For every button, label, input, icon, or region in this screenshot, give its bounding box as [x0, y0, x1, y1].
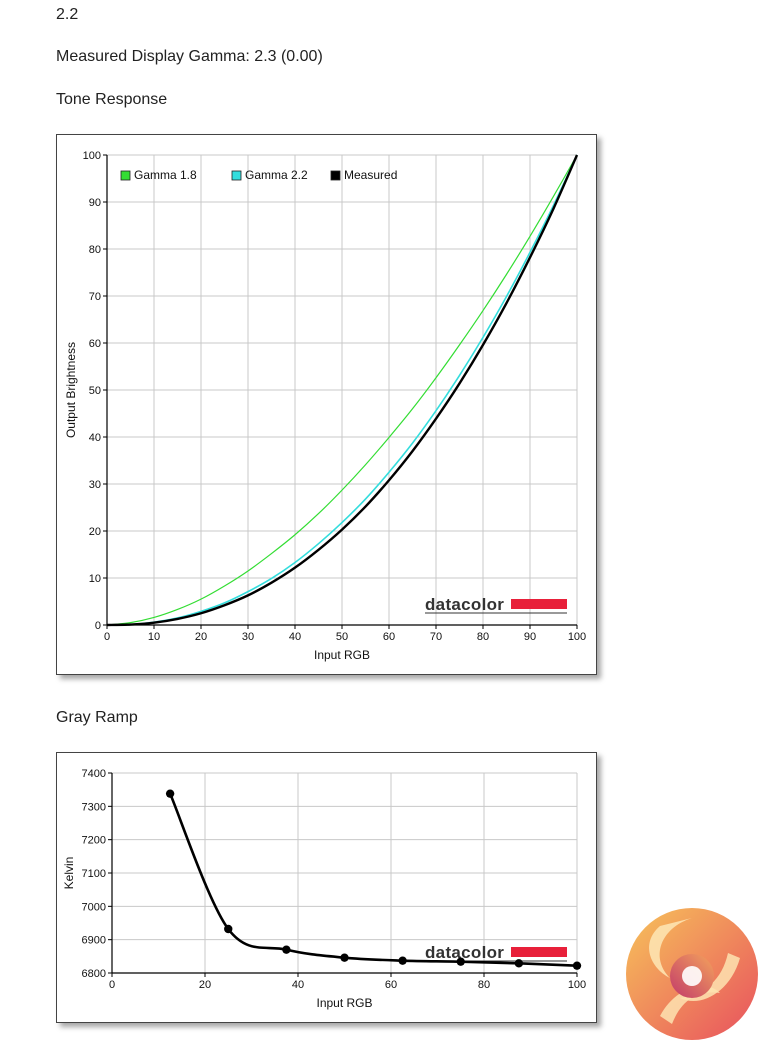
legend-swatch-0: [120, 170, 131, 181]
x-tick-label: 10: [148, 631, 160, 643]
datacolor-watermark-bar: [511, 947, 567, 957]
y-tick-label: 7000: [82, 901, 106, 913]
y-tick-label: 6900: [82, 935, 106, 947]
y-tick-label: 80: [89, 244, 101, 256]
datacolor-watermark: datacolor: [425, 943, 504, 962]
x-tick-label: 80: [478, 979, 490, 991]
legend-label-2: Measured: [344, 168, 397, 182]
y-tick-label: 20: [89, 526, 101, 538]
x-tick-label: 0: [109, 979, 115, 991]
y-tick-label: 60: [89, 338, 101, 350]
x-tick-label: 80: [477, 631, 489, 643]
legend-label-1: Gamma 2.2: [245, 168, 308, 182]
x-tick-label: 20: [195, 631, 207, 643]
y-tick-label: 7200: [82, 835, 106, 847]
x-tick-label: 70: [430, 631, 442, 643]
y-tick-label: 40: [89, 432, 101, 444]
tone-response-chart: 0 10 20 30 40 50 60 70 80 90 100 0 10 20 30 40 50 60 70 80 9…: [64, 150, 586, 662]
gray-ramp-point: [340, 953, 349, 962]
gray-ramp-point: [165, 789, 175, 798]
gray-ramp-point: [572, 961, 582, 970]
gray-ramp-chart: 0 20 40 60 80 100 6800 6900 7000 7100 7200 7300 7400…: [62, 768, 586, 1010]
y-tick-label: 7100: [82, 868, 106, 880]
x-tick-label: 40: [289, 631, 301, 643]
x-tick-label: 100: [568, 631, 586, 643]
gray-ramp-point: [224, 924, 233, 934]
x-tick-label: 30: [242, 631, 254, 643]
site-logo: [620, 898, 760, 1046]
x-tick-label: 50: [336, 631, 348, 643]
gray-ramp-point: [398, 956, 407, 965]
legend-label-0: Gamma 1.8: [134, 168, 197, 182]
gamma-target-value: 2.2: [56, 6, 79, 23]
gray-ramp-chart-frame: 0 20 40 60 80 100 6800 6900 7000 7100 7200 7300 7400…: [56, 752, 597, 1023]
x-tick-label: 60: [383, 631, 395, 643]
gray-ramp-point: [282, 945, 291, 954]
gray-ramp-heading: Gray Ramp: [56, 709, 138, 726]
y-tick-label: 70: [89, 291, 101, 303]
y-tick-label: 10: [89, 573, 101, 585]
x-tick-label: 60: [385, 979, 397, 991]
y-tick-label: 30: [89, 479, 101, 491]
measured-gamma-text: Measured Display Gamma: 2.3 (0.00): [56, 48, 323, 65]
y-tick-label: 50: [89, 385, 101, 397]
x-tick-label: 90: [524, 631, 536, 643]
gray-ramp-line: [168, 793, 578, 967]
x-tick-label: 0: [104, 631, 110, 643]
x-tick-label: 40: [292, 979, 304, 991]
y-tick-label: 0: [95, 620, 101, 632]
y-axis-label: Kelvin: [62, 857, 76, 890]
x-axis-label: Input RGB: [316, 996, 372, 1010]
y-axis-label: Output Brightness: [64, 342, 78, 438]
gray-ramp-point: [514, 959, 524, 968]
legend-swatch-1: [231, 170, 242, 181]
y-tick-label: 6800: [82, 968, 106, 980]
y-tick-label: 100: [83, 150, 101, 162]
datacolor-watermark-bar: [511, 599, 567, 609]
tone-response-chart-frame: 0 10 20 30 40 50 60 70 80 90 100 0 10 20 30 40 50 60 70 80 9…: [56, 134, 597, 675]
y-tick-label: 7300: [82, 801, 106, 813]
y-tick-label: 7400: [82, 768, 106, 780]
y-tick-label: 90: [89, 197, 101, 209]
tone-response-heading: Tone Response: [56, 91, 168, 108]
x-tick-label: 20: [199, 979, 211, 991]
series-line-2: [106, 154, 579, 627]
gray-ramp-point: [456, 957, 465, 966]
x-axis-label: Input RGB: [314, 648, 370, 662]
x-tick-label: 100: [568, 979, 586, 991]
series-line-0: [106, 154, 578, 626]
datacolor-watermark: datacolor: [425, 595, 504, 614]
legend-swatch-2: [330, 170, 341, 181]
